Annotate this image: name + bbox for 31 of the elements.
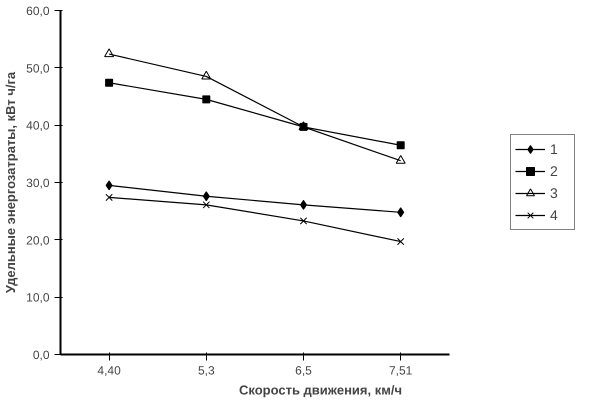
y-tick-label: 40,0: [26, 118, 50, 133]
point: [397, 207, 404, 218]
y-tick-label: 30,0: [26, 176, 50, 190]
y-tick-label: 50,0: [26, 61, 50, 76]
x-tick-label: 4,40: [97, 364, 122, 378]
y-tick-label: 10,0: [26, 290, 50, 305]
legend-label: 1: [550, 141, 559, 157]
x-tick-label: 7,51: [389, 364, 413, 378]
point: [202, 201, 210, 209]
y-tick-label: 60,0: [26, 4, 50, 18]
x-axis-title: Скорость движения, км/ч: [238, 382, 402, 398]
point: [201, 70, 212, 80]
legend-label: 2: [550, 163, 559, 179]
point: [300, 217, 308, 225]
y-tick-label: 0,0: [32, 348, 50, 362]
point: [397, 238, 404, 246]
legend-label: 3: [550, 185, 559, 201]
point: [104, 48, 114, 58]
point: [105, 78, 114, 87]
point: [105, 194, 113, 202]
y-axis-title: Удельные энергозатраты, кВт ч/га: [3, 71, 18, 294]
x-tick-label: 5,3: [198, 364, 215, 378]
y-tick-label: 20,0: [26, 233, 50, 248]
point: [396, 155, 406, 164]
legend-label: 4: [550, 207, 559, 223]
point: [106, 180, 113, 190]
point: [300, 200, 307, 210]
x-tick-label: 6,5: [295, 364, 312, 378]
point: [202, 95, 210, 104]
point: [396, 141, 405, 150]
point: [202, 191, 210, 202]
